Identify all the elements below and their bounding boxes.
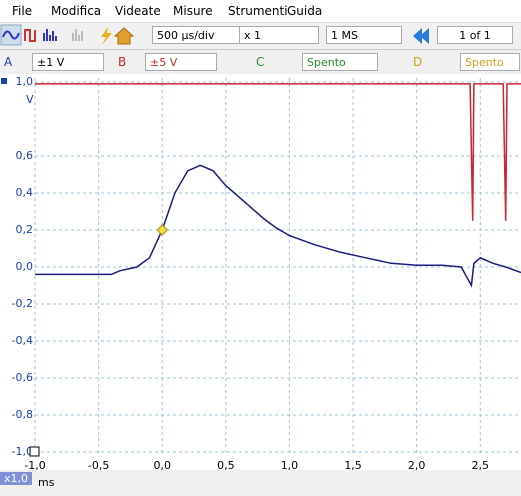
- buffer-field[interactable]: 1 of 1: [437, 26, 513, 44]
- zoom-badge: x1,0: [4, 472, 28, 485]
- y-tick-label: 0,6: [16, 149, 34, 162]
- menu-item[interactable]: File: [12, 4, 33, 18]
- trace: [35, 164, 521, 288]
- toolbar-icons: [0, 24, 135, 46]
- plot-background: [0, 74, 521, 470]
- menu-item[interactable]: Modifica: [51, 4, 102, 18]
- zero-handle: [29, 446, 40, 457]
- x-tick-label: 2,0: [408, 459, 426, 472]
- y-tick-label: -0,4: [12, 334, 33, 347]
- menu-bar: File Modifica Videate Misure Strumenti G…: [0, 0, 521, 23]
- x-tick-label: 0,0: [153, 459, 171, 472]
- timebase-select[interactable]: 500 µs/div: [152, 26, 240, 44]
- range-select[interactable]: Spento: [302, 53, 378, 71]
- menu-item[interactable]: Strumenti: [228, 4, 288, 18]
- menu-item[interactable]: Videate: [115, 4, 161, 18]
- range-select[interactable]: ±5 V: [145, 53, 217, 71]
- y-tick-label: 0,2: [16, 223, 34, 236]
- channel-label: D: [413, 55, 423, 69]
- spectrum-icon[interactable]: [43, 29, 57, 41]
- y-tick-label: -0,6: [12, 371, 33, 384]
- y-tick-label: 1,0: [16, 75, 34, 88]
- x-unit: ms: [38, 476, 55, 489]
- x-tick-label: 0,5: [217, 459, 235, 472]
- channel-label: C: [256, 55, 265, 69]
- x-tick-label: -0,5: [88, 459, 109, 472]
- y-tick-label: 0,0: [16, 260, 34, 273]
- y-tick-label: -0,2: [12, 297, 33, 310]
- channel-label: A: [4, 55, 13, 69]
- toolbar: 500 µs/div x 1 1 MS 1 of 1: [0, 23, 521, 50]
- x-tick-label: 2,5: [472, 459, 490, 472]
- meas-icon[interactable]: [72, 29, 83, 41]
- x-tick-label: -1,0: [24, 459, 45, 472]
- prev-button[interactable]: [408, 23, 438, 49]
- samples-select[interactable]: 1 MS: [326, 26, 402, 44]
- trigger-icon[interactable]: [101, 27, 112, 45]
- x-tick-label: 1,5: [344, 459, 362, 472]
- trace: [35, 83, 521, 221]
- menu-item[interactable]: Guida: [287, 4, 323, 18]
- zoom-select[interactable]: x 1: [239, 26, 319, 44]
- home-icon[interactable]: [113, 27, 135, 45]
- trigger-marker: [156, 224, 168, 236]
- y-tick-label: -1,0: [12, 445, 33, 458]
- y-unit: V: [26, 93, 34, 106]
- persist-icon[interactable]: [24, 29, 36, 42]
- scope-plot: -1,0 -0,8 -0,6 -0,4 -0,2 0,0 0,2 0,4 0,6 1,0 -1,0 -…: [0, 74, 521, 496]
- x-tick-label: 1,0: [281, 459, 299, 472]
- channel-label: B: [118, 55, 127, 69]
- zoom-badge-bg: [0, 472, 32, 485]
- y-tick-label: 0,4: [16, 186, 34, 199]
- status-strip: [0, 470, 521, 496]
- channel-bar: A ±1 V B ±5 V C Spento D Spento: [0, 50, 521, 74]
- menu-item[interactable]: Misure: [173, 4, 213, 18]
- range-select[interactable]: Spento: [460, 53, 520, 71]
- range-select[interactable]: ±1 V: [32, 53, 104, 71]
- channel-marker: [1, 78, 7, 84]
- y-tick-label: -0,8: [12, 408, 33, 421]
